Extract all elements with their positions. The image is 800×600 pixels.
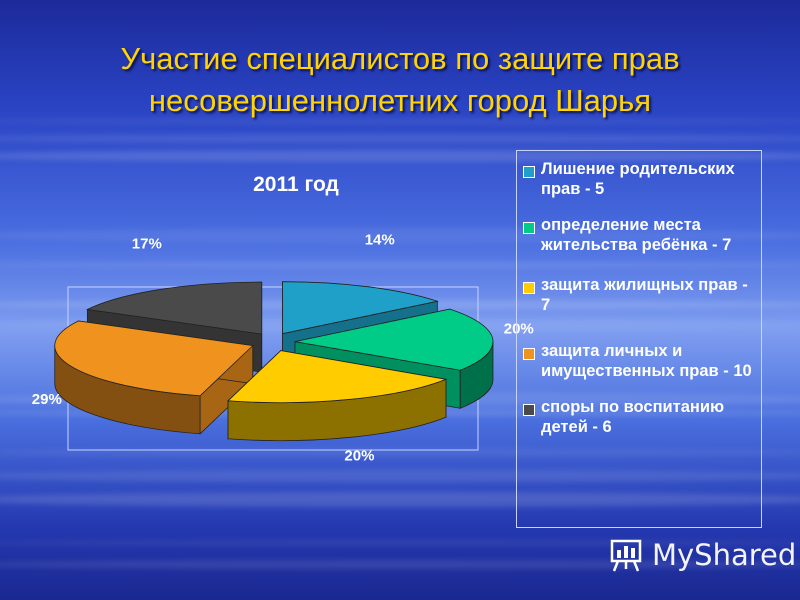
chart-title: 2011 год	[253, 173, 339, 196]
legend-item: защита личных и имущественных прав - 10	[523, 341, 757, 381]
legend-swatch	[523, 222, 535, 234]
percent-label: 14%	[365, 231, 395, 248]
background-streak	[0, 470, 800, 482]
background-streak	[0, 492, 800, 507]
legend-swatch	[523, 282, 535, 294]
legend-label: споры по воспитанию детей - 6	[541, 398, 725, 436]
legend-item: защита жилищных прав - 7	[523, 275, 757, 315]
legend-swatch	[523, 166, 535, 178]
background-streak	[0, 118, 800, 124]
background-streak	[0, 560, 800, 569]
pie-slice-top	[54, 320, 254, 397]
percent-label: 20%	[504, 320, 534, 337]
pie-slice-top	[86, 281, 263, 335]
background-streak	[0, 262, 800, 268]
background-streak	[0, 448, 800, 457]
legend-label: Лишение родительских прав - 5	[541, 160, 735, 198]
legend-label: защита жилищных прав - 7	[541, 276, 748, 314]
chart-legend: Лишение родительских прав - 5 определение…	[516, 150, 762, 528]
pie-slices	[54, 281, 494, 442]
background-streak	[0, 540, 800, 546]
logo-text: MyShared	[652, 538, 797, 572]
background-streak	[0, 134, 800, 143]
pie-slice	[227, 349, 448, 442]
slide-title: Участие специалистов по защите прав несо…	[120, 41, 680, 118]
legend-item: определение места жительства ребёнка - 7	[523, 215, 757, 255]
pie-slice-top	[294, 308, 494, 371]
legend-item: Лишение родительских прав - 5	[523, 159, 757, 199]
percent-label: 20%	[344, 447, 374, 464]
percent-label: 17%	[132, 236, 162, 253]
pie-slice	[54, 320, 254, 435]
legend-swatch	[523, 404, 535, 416]
legend-label: определение места жительства ребёнка - 7	[541, 216, 732, 254]
legend-label: защита личных и имущественных прав - 10	[541, 342, 752, 380]
legend-swatch	[523, 348, 535, 360]
percent-label: 29%	[32, 391, 62, 408]
background-streak	[0, 150, 800, 162]
pie-slice-top	[227, 350, 448, 404]
percent-labels: 14% 20% 20% 29% 17%	[32, 231, 534, 464]
myshared-logo: MyShared	[606, 535, 796, 575]
background-streak	[0, 228, 800, 243]
pie-slice-top	[282, 281, 439, 335]
presentation-board-icon	[610, 539, 642, 572]
legend-item: споры по воспитанию детей - 6	[523, 397, 757, 437]
